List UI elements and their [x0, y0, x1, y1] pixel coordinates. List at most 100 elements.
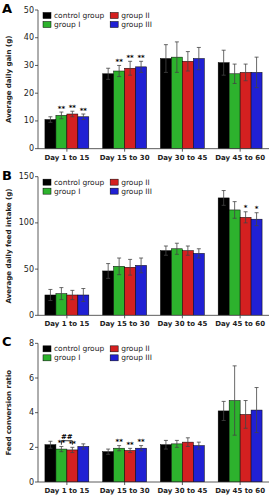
error-cap [222, 75, 226, 76]
bar [136, 448, 147, 482]
y-tick [35, 148, 38, 149]
bar [218, 198, 229, 315]
y-tick-label: 0 [29, 144, 34, 153]
significance-label: * [255, 205, 259, 213]
significance-label: * [244, 204, 248, 212]
x-tick-label: Day 1 to 15 [44, 487, 89, 495]
y-tick [35, 378, 38, 379]
error-line [234, 366, 235, 435]
error-bar [255, 213, 259, 226]
error-cap [186, 437, 190, 438]
legend-swatch [43, 179, 51, 185]
error-cap [81, 119, 85, 120]
x-tick-label: Day 45 to 60 [215, 487, 265, 495]
error-cap [48, 116, 52, 117]
error-cap [70, 290, 74, 291]
error-line [198, 47, 199, 69]
significance-label: ** [58, 105, 66, 113]
error-bar [175, 42, 179, 73]
y-tick [35, 315, 38, 316]
bar [182, 442, 193, 482]
error-cap [222, 190, 226, 191]
y-tick [35, 222, 38, 223]
legend-label: group III [121, 187, 152, 196]
error-cap [255, 87, 259, 88]
error-cap [106, 68, 110, 69]
error-line [223, 191, 224, 206]
error-cap [255, 57, 259, 58]
error-cap [106, 454, 110, 455]
y-tick-label: 0 [29, 311, 34, 320]
panel: 01020304050Day 1 to 15Day 15 to 30Day 30… [2, 1, 269, 162]
bar [171, 444, 182, 482]
error-line [83, 114, 84, 120]
bar [136, 265, 147, 315]
error-bar [106, 449, 110, 454]
error-line [245, 212, 246, 223]
bar [160, 251, 171, 316]
error-bar [222, 191, 226, 206]
y-axis-label: Average daily feed intake (g) [5, 189, 13, 304]
error-cap [197, 449, 201, 450]
error-cap [186, 255, 190, 256]
error-bar [117, 65, 121, 76]
x-tick-label: Day 1 to 15 [44, 154, 89, 162]
y-tick-label: 40 [24, 33, 34, 42]
error-cap [197, 69, 201, 70]
error-cap [244, 64, 248, 65]
error-bar [233, 202, 237, 219]
x-tick-label: Day 15 to 30 [100, 320, 150, 328]
y-tick-label: 20 [24, 89, 34, 98]
x-tick [182, 482, 183, 485]
x-tick [66, 482, 67, 485]
error-bar [175, 440, 179, 447]
error-cap [48, 448, 52, 449]
bar [136, 67, 147, 149]
error-line [245, 401, 246, 429]
error-bar [197, 442, 201, 449]
bar [78, 446, 89, 482]
error-bar [139, 446, 143, 451]
error-bar [59, 288, 63, 300]
error-cap [255, 432, 259, 433]
x-axis-line [38, 482, 269, 483]
error-cap [48, 441, 52, 442]
error-cap [233, 365, 237, 366]
legend: control groupgroup Igroup IIgroup III [43, 344, 152, 362]
legend-item: group I [43, 187, 80, 196]
error-line [72, 111, 73, 117]
error-bar [106, 264, 110, 279]
error-line [256, 57, 257, 88]
bar [103, 74, 114, 149]
x-axis-line [38, 148, 269, 149]
x-tick-label: Day 45 to 60 [215, 154, 265, 162]
legend-swatch [43, 346, 51, 352]
bracket [61, 441, 72, 445]
bar [67, 450, 78, 482]
error-cap [175, 41, 179, 42]
legend-swatch [43, 13, 51, 19]
panel-label: A [2, 1, 12, 16]
error-cap [59, 287, 63, 288]
error-cap [186, 246, 190, 247]
error-line [119, 446, 120, 451]
legend-swatch [110, 22, 118, 28]
y-axis-label: Average daily gain (g) [5, 36, 13, 123]
error-line [119, 65, 120, 76]
legend-label: group III [121, 353, 152, 362]
bar [45, 120, 56, 149]
error-cap [244, 428, 248, 429]
x-tick [182, 149, 183, 152]
y-tick-label: 2 [29, 443, 34, 452]
error-line [223, 50, 224, 75]
significance-label: ** [69, 104, 77, 112]
legend-swatch [43, 355, 51, 361]
error-line [50, 441, 51, 448]
legend-label: control group [54, 11, 104, 20]
legend-label: group I [54, 353, 80, 362]
bar [114, 71, 125, 149]
x-tick-label: Day 30 to 45 [157, 487, 207, 495]
error-cap [175, 440, 179, 441]
bar [103, 452, 114, 482]
legend: control groupgroup Igroup IIgroup III [43, 11, 152, 29]
